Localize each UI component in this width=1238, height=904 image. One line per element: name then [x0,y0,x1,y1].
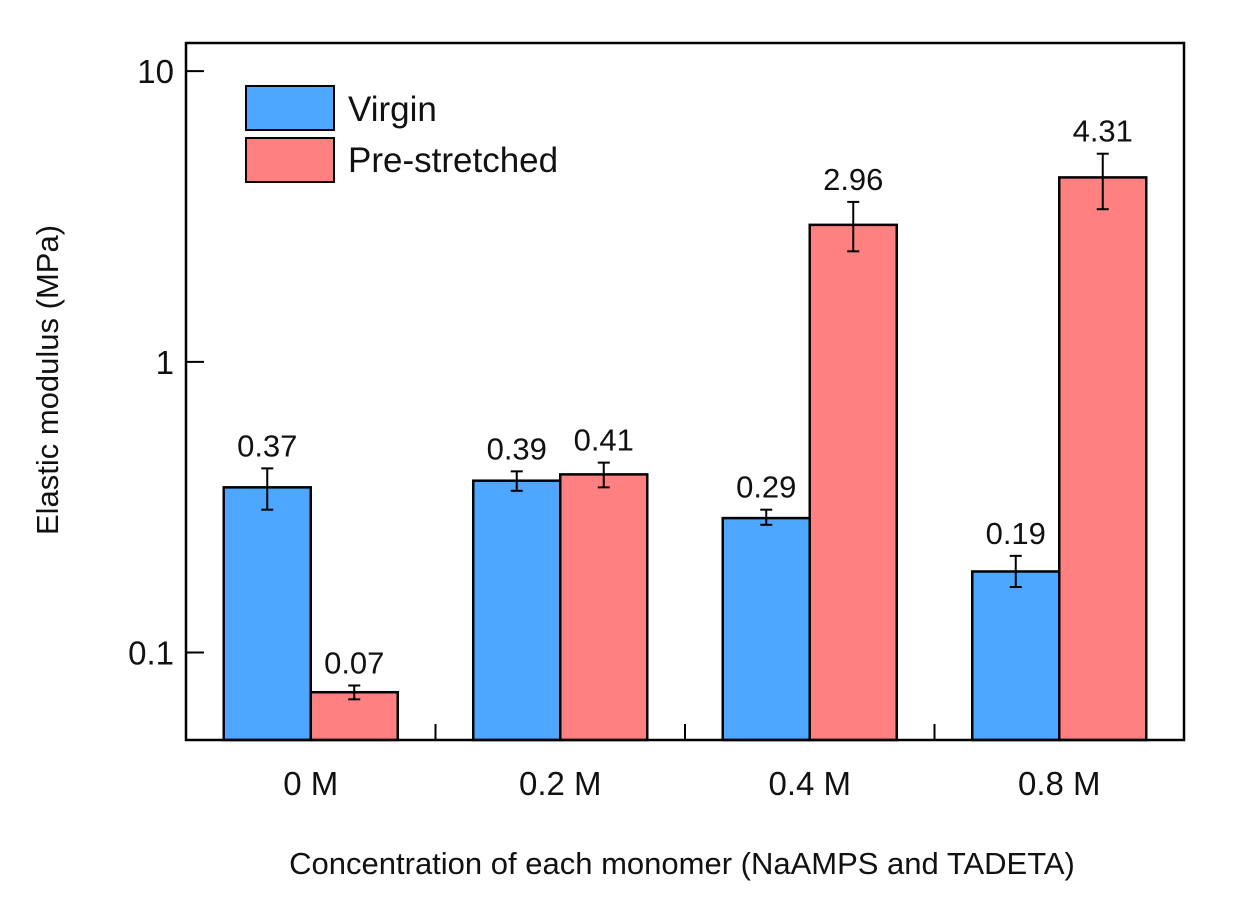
error-bar-pre-stretched-0-4-m [847,200,860,253]
legend-swatch-virgin [245,85,335,131]
error-bar-virgin-0-m [261,467,274,511]
error-bar-pre-stretched-0-8-m [1096,152,1109,211]
bar-pre-stretched-0-8-m [1058,176,1148,742]
bar-pre-stretched-0-2-m [559,473,649,742]
x-tick-label-0-m: 0 M [283,765,338,802]
y-tick-label-0-1: 0.1 [128,635,174,672]
error-bar-pre-stretched-0-m [348,684,361,701]
legend-label-virgin: Virgin [348,90,437,129]
legend-label-pre-stretched: Pre-stretched [348,141,558,180]
bar-virgin-0-2-m [472,479,562,742]
bar-virgin-0-8-m [971,570,1061,742]
value-label-virgin-0-2-m: 0.39 [487,431,547,466]
x-tick-label-0-4-m: 0.4 M [768,765,851,802]
data-labels-layer: 0.37 0.07 0 M 0.39 0.41 0.2 M 0.29 2.96 0.4 M 0.1… [128,53,1133,802]
bar-virgin-0-4-m [721,516,811,742]
error-bar-virgin-0-8-m [1009,554,1022,589]
legend: Virgin Pre-stretched [245,85,558,183]
bar-pre-stretched-0-4-m [808,223,898,742]
y-axis-title: Elastic modulus (MPa) [30,225,65,535]
x-tick-label-0-8-m: 0.8 M [1018,765,1101,802]
error-bars-layer [261,152,1109,701]
x-axis-title: Concentration of each monomer (NaAMPS an… [289,846,1075,881]
value-label-pre-stretched-0-m: 0.07 [324,645,384,680]
legend-swatch-pre-stretched [245,137,335,183]
value-label-pre-stretched-0-2-m: 0.41 [574,423,634,458]
value-label-pre-stretched-0-8-m: 4.31 [1073,114,1133,149]
bar-virgin-0-m [222,486,312,742]
value-label-virgin-0-8-m: 0.19 [986,516,1046,551]
value-label-virgin-0-4-m: 0.29 [736,470,796,505]
error-bar-pre-stretched-0-2-m [597,461,610,489]
ticks-layer [186,70,936,740]
value-label-virgin-0-m: 0.37 [237,428,297,463]
error-bar-virgin-0-2-m [510,470,523,492]
y-tick-label-1: 1 [156,344,174,381]
y-tick-label-10: 10 [137,53,174,90]
value-label-pre-stretched-0-4-m: 2.96 [823,162,883,197]
x-tick-label-0-2-m: 0.2 M [519,765,602,802]
error-bar-virgin-0-4-m [760,508,773,526]
